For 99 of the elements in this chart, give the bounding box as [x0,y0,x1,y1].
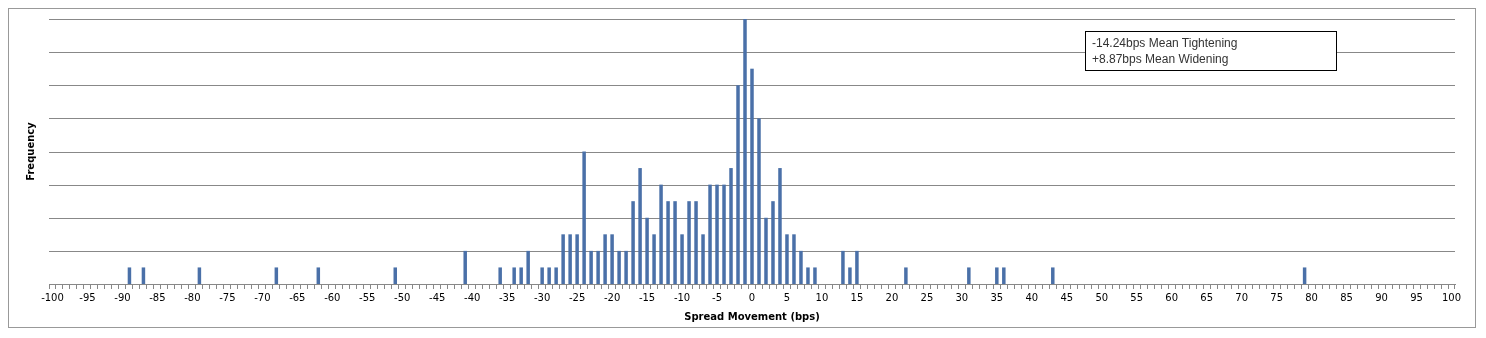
bar [722,184,726,284]
x-tick-label: -30 [533,291,551,303]
note-box: -14.24bps Mean Tightening +8.87bps Mean Widening [1085,31,1337,71]
x-tick-label: -65 [289,291,306,303]
x-tick-label: 60 [1165,291,1179,303]
bar [512,267,516,284]
bar [680,234,684,284]
bar [1002,267,1006,284]
bar [1051,267,1055,284]
bar [708,184,712,284]
bar [701,234,705,284]
x-tick-label: 35 [990,291,1004,303]
x-tick-label: -55 [359,291,376,303]
bar [792,234,796,284]
x-tick-label: 50 [1095,291,1109,303]
bar [568,234,572,284]
x-tick-label: -80 [184,291,201,303]
bar [799,250,803,284]
bar [540,267,544,284]
x-tick-label: 75 [1270,291,1283,303]
x-tick-label: 95 [1410,291,1423,303]
y-axis-title: Frequency [24,121,36,181]
bar [743,19,747,284]
bar [757,118,761,284]
annotation: -14.24bps Mean Tightening [1092,35,1239,51]
x-tick-label: -95 [79,291,96,303]
bar [673,201,677,284]
bar [519,267,523,284]
x-tick-label: 90 [1375,291,1388,303]
bar [806,267,810,284]
bar [589,250,593,284]
bar [694,201,698,284]
bar [736,85,740,284]
bar [729,168,733,284]
x-tick-label: 10 [815,291,829,303]
bar [582,151,586,284]
x-tick-label: 0 [748,291,756,303]
bar [785,234,789,284]
bar [463,250,467,284]
x-tick-label: 45 [1060,291,1074,303]
x-tick-label: 100 [1441,291,1462,303]
bar [610,234,614,284]
bar [904,267,908,284]
bar [750,68,754,284]
bar [687,201,691,284]
x-tick-label: -15 [638,291,656,303]
bar [645,217,649,284]
bar [855,250,859,284]
bar [498,267,502,284]
bar [764,217,768,284]
x-tick-label: -10 [673,291,691,303]
x-tick-label: -40 [464,291,481,303]
x-tick-label: 15 [850,291,864,303]
x-tick-label: -100 [41,291,64,303]
x-tick-label: -90 [114,291,131,303]
x-tick-label: 30 [955,291,969,303]
x-axis-title: Spread Movement (bps) [684,310,820,322]
x-tick-label: 80 [1305,291,1318,303]
x-tick-label: -60 [324,291,341,303]
bar [631,201,635,284]
x-tick-label: -5 [712,291,723,303]
bar [848,267,852,284]
x-tick-label: 40 [1025,291,1039,303]
x-tick-label: -70 [254,291,271,303]
annotation: +8.87bps Mean Widening [1092,51,1230,67]
x-tick-label: -45 [429,291,446,303]
bar [638,168,642,284]
bar [771,201,775,284]
bar [666,201,670,284]
x-tick-label: -35 [499,291,516,303]
x-tick-label: 85 [1340,291,1353,303]
bar [596,250,600,284]
x-tick-label: -50 [394,291,411,303]
bar [967,267,971,284]
x-tick-label: 25 [920,291,934,303]
bar [652,234,656,284]
bar [617,250,621,284]
bar [659,184,663,284]
x-tick-label: 55 [1130,291,1144,303]
x-tick-label: -85 [149,291,166,303]
bar [561,234,565,284]
bar [995,267,999,284]
bar [603,234,607,284]
x-tick-label: -75 [219,291,236,303]
bar [778,168,782,284]
bar [526,250,530,284]
x-tick-label: -20 [603,291,621,303]
bar [841,250,845,284]
x-tick-label: 70 [1235,291,1249,303]
bar [554,267,558,284]
x-tick-label: 20 [885,291,899,303]
bar [547,267,551,284]
bar [624,250,628,284]
x-tick-label: 65 [1200,291,1214,303]
x-tick-label: 5 [783,291,791,303]
x-tick-label: -25 [568,291,586,303]
bar [813,267,817,284]
bar [715,184,719,284]
bar [575,234,579,284]
